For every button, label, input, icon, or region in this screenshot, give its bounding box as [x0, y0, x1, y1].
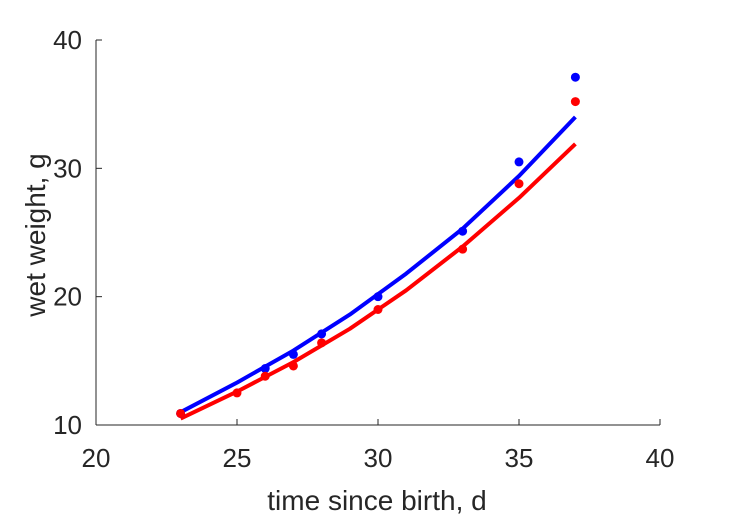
data-point — [260, 364, 270, 374]
data-point — [570, 97, 580, 107]
data-point — [570, 72, 580, 82]
x-tick-label: 20 — [82, 443, 111, 473]
x-tick-label: 40 — [646, 443, 675, 473]
data-point — [514, 157, 524, 167]
y-tick-label: 20 — [53, 282, 82, 312]
x-tick-label: 35 — [505, 443, 534, 473]
data-point — [373, 292, 383, 302]
data-point — [288, 349, 298, 359]
y-tick-label: 40 — [53, 25, 82, 55]
data-point — [176, 408, 186, 418]
data-point — [317, 338, 327, 348]
x-axis-ticks: 20 25 30 35 40 — [82, 419, 675, 473]
data-point — [232, 388, 242, 398]
data-point — [260, 371, 270, 381]
y-tick-label: 30 — [53, 153, 82, 183]
data-point — [317, 329, 327, 339]
data-point — [288, 361, 298, 371]
plot-area — [176, 72, 580, 421]
y-tick-label: 10 — [53, 410, 82, 440]
y-axis-label: wet weight, g — [20, 153, 51, 317]
x-tick-label: 25 — [223, 443, 252, 473]
data-point — [514, 179, 524, 189]
x-axis-label: time since birth, d — [267, 485, 486, 516]
data-point — [458, 244, 468, 254]
data-point — [373, 305, 383, 314]
x-tick-label: 30 — [364, 443, 393, 473]
y-axis-ticks: 10 20 30 40 — [53, 25, 102, 440]
data-point — [458, 226, 468, 236]
